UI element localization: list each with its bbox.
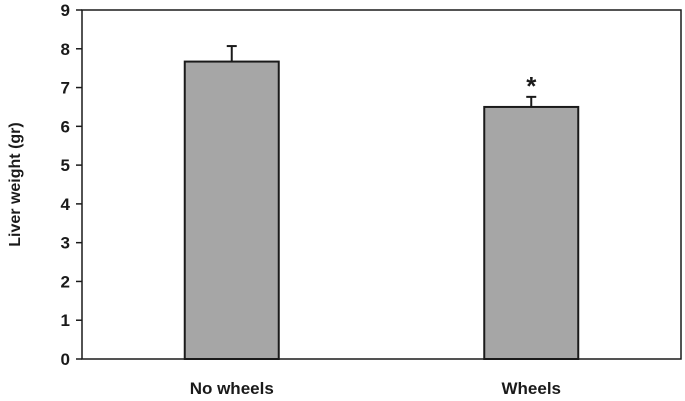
- bar-wheels: [483, 105, 580, 360]
- y-tick-label: 2: [61, 272, 70, 291]
- y-tick-label: 5: [61, 156, 70, 175]
- category-label: No wheels: [190, 379, 274, 398]
- bar-no-wheels: [183, 60, 280, 361]
- y-axis-label: Liver weight (gr): [7, 122, 24, 246]
- significance-marker: *: [526, 71, 537, 101]
- plot-frame: [81, 9, 682, 360]
- bars-group: *: [183, 45, 580, 361]
- category-label: Wheels: [501, 379, 561, 398]
- y-tick-label: 7: [61, 79, 70, 98]
- y-tick-label: 0: [61, 350, 70, 369]
- y-tick-label: 6: [61, 117, 70, 136]
- y-axis-ticks: 0 1 2 3 4 5 6 7 8 9: [61, 1, 82, 369]
- y-tick-label: 4: [61, 195, 71, 214]
- y-tick-label: 9: [61, 1, 70, 20]
- category-labels: No wheels Wheels: [190, 379, 561, 398]
- y-tick-label: 3: [61, 234, 70, 253]
- y-tick-label: 1: [61, 311, 70, 330]
- y-tick-label: 8: [61, 40, 70, 59]
